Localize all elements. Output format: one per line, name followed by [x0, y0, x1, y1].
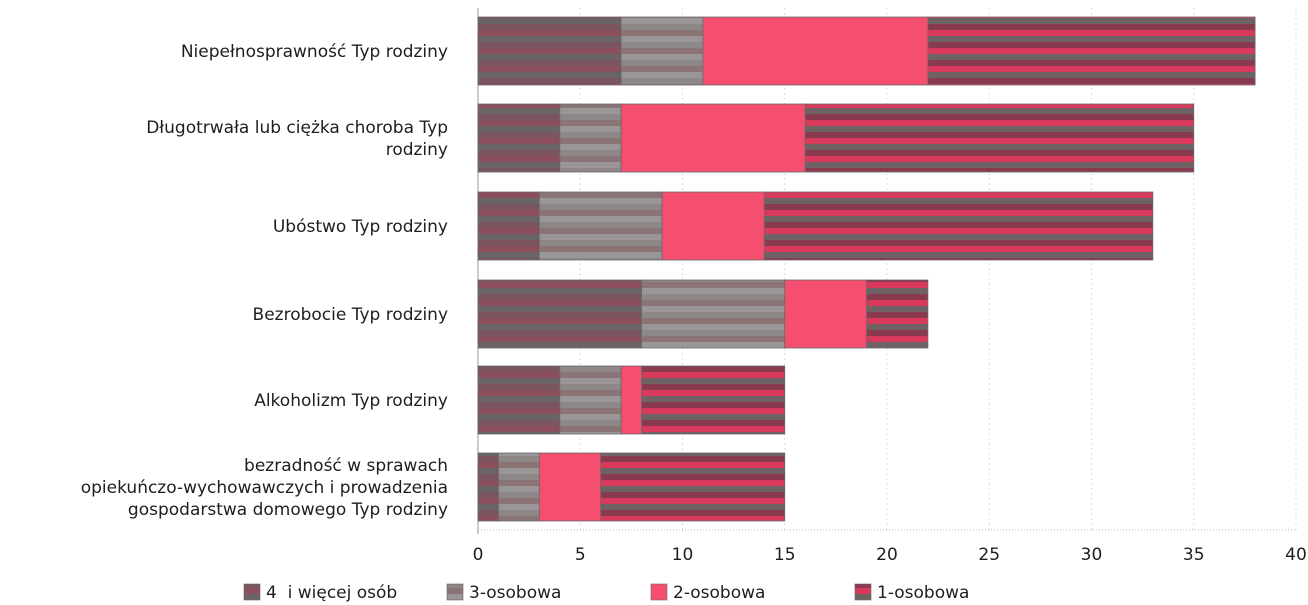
- category-label-6-line-1: bezradność w sprawach: [244, 456, 448, 476]
- legend-swatch-3-osobowa: [446, 583, 464, 601]
- bar-4-4-i-wiecej-osob: [477, 279, 643, 349]
- legend-label-2-osobowa: 2-osobowa: [673, 583, 765, 603]
- bars: [477, 16, 1256, 522]
- legend-label-4-i-wiecej-osob: 4 i więcej osób: [266, 583, 397, 603]
- category-label-2-line-2: rodziny: [386, 140, 448, 160]
- bar-3-2-osobowa: [661, 191, 765, 261]
- bar-5-4-i-wiecej-osob: [477, 365, 561, 435]
- category-label-2-line-1: Długotrwała lub ciężka choroba Typ: [146, 118, 448, 138]
- category-label-3-line-1: Ubóstwo Typ rodziny: [273, 217, 448, 237]
- legend-swatch-4-i-wiecej-osob: [243, 583, 261, 601]
- bar-1-3-osobowa: [620, 16, 704, 86]
- bar-3-4-i-wiecej-osob: [477, 191, 540, 261]
- bar-4-3-osobowa: [641, 279, 786, 349]
- bar-4-2-osobowa: [784, 279, 867, 349]
- x-tick-label-15: 15: [774, 545, 796, 565]
- bar-3-1-osobowa: [763, 191, 1154, 261]
- bar-1-2-osobowa: [702, 16, 929, 86]
- x-tick-label-5: 5: [575, 545, 586, 565]
- bar-6-4-i-wiecej-osob: [477, 452, 499, 522]
- bar-2-1-osobowa: [804, 103, 1195, 173]
- bar-4-1-osobowa: [866, 279, 929, 349]
- bar-6-1-osobowa: [600, 452, 786, 522]
- bar-6-3-osobowa: [498, 452, 540, 522]
- bar-2-3-osobowa: [559, 103, 622, 173]
- category-label-6-line-3: gospodarstwa domowego Typ rodziny: [128, 500, 448, 520]
- legend-label-1-osobowa: 1-osobowa: [877, 583, 969, 603]
- bar-6-2-osobowa: [538, 452, 602, 522]
- category-labels: Niepełnosprawność Typ rodziny Długotrwała…: [81, 42, 448, 520]
- category-label-6-line-2: opiekuńczo-wychowawczych i prowadzenia: [81, 478, 448, 498]
- bar-1-1-osobowa: [927, 16, 1256, 86]
- bar-5-1-osobowa: [641, 365, 786, 435]
- bar-3-3-osobowa: [538, 191, 663, 261]
- legend-swatch-1-osobowa: [854, 583, 872, 601]
- x-tick-label-35: 35: [1183, 545, 1205, 565]
- legend-label-3-osobowa: 3-osobowa: [469, 583, 561, 603]
- x-tick-label-10: 10: [672, 545, 694, 565]
- x-tick-label-20: 20: [876, 545, 898, 565]
- category-label-5-line-1: Alkoholizm Typ rodziny: [254, 391, 448, 411]
- bar-1-4-i-wiecej-osob: [477, 16, 622, 86]
- bar-2-2-osobowa: [620, 103, 806, 173]
- x-axis-tick-labels: 0 5 10 15 20 25 30 35 40: [473, 545, 1307, 565]
- category-label-1-line-1: Niepełnosprawność Typ rodziny: [181, 42, 448, 62]
- bar-5-2-osobowa: [620, 365, 643, 435]
- category-label-4-line-1: Bezrobocie Typ rodziny: [253, 305, 448, 325]
- x-tick-label-25: 25: [978, 545, 1000, 565]
- x-tick-label-30: 30: [1081, 545, 1103, 565]
- bar-2-4-i-wiecej-osob: [477, 103, 561, 173]
- bar-5-3-osobowa: [559, 365, 622, 435]
- grid-lines: [477, 8, 1297, 534]
- x-tick-label-40: 40: [1285, 545, 1307, 565]
- legend-swatch-2-osobowa: [650, 583, 668, 601]
- x-tick-label-0: 0: [473, 545, 484, 565]
- legend: 4 i więcej osób 3-osobowa 2-osobowa 1-osobo…: [243, 583, 969, 603]
